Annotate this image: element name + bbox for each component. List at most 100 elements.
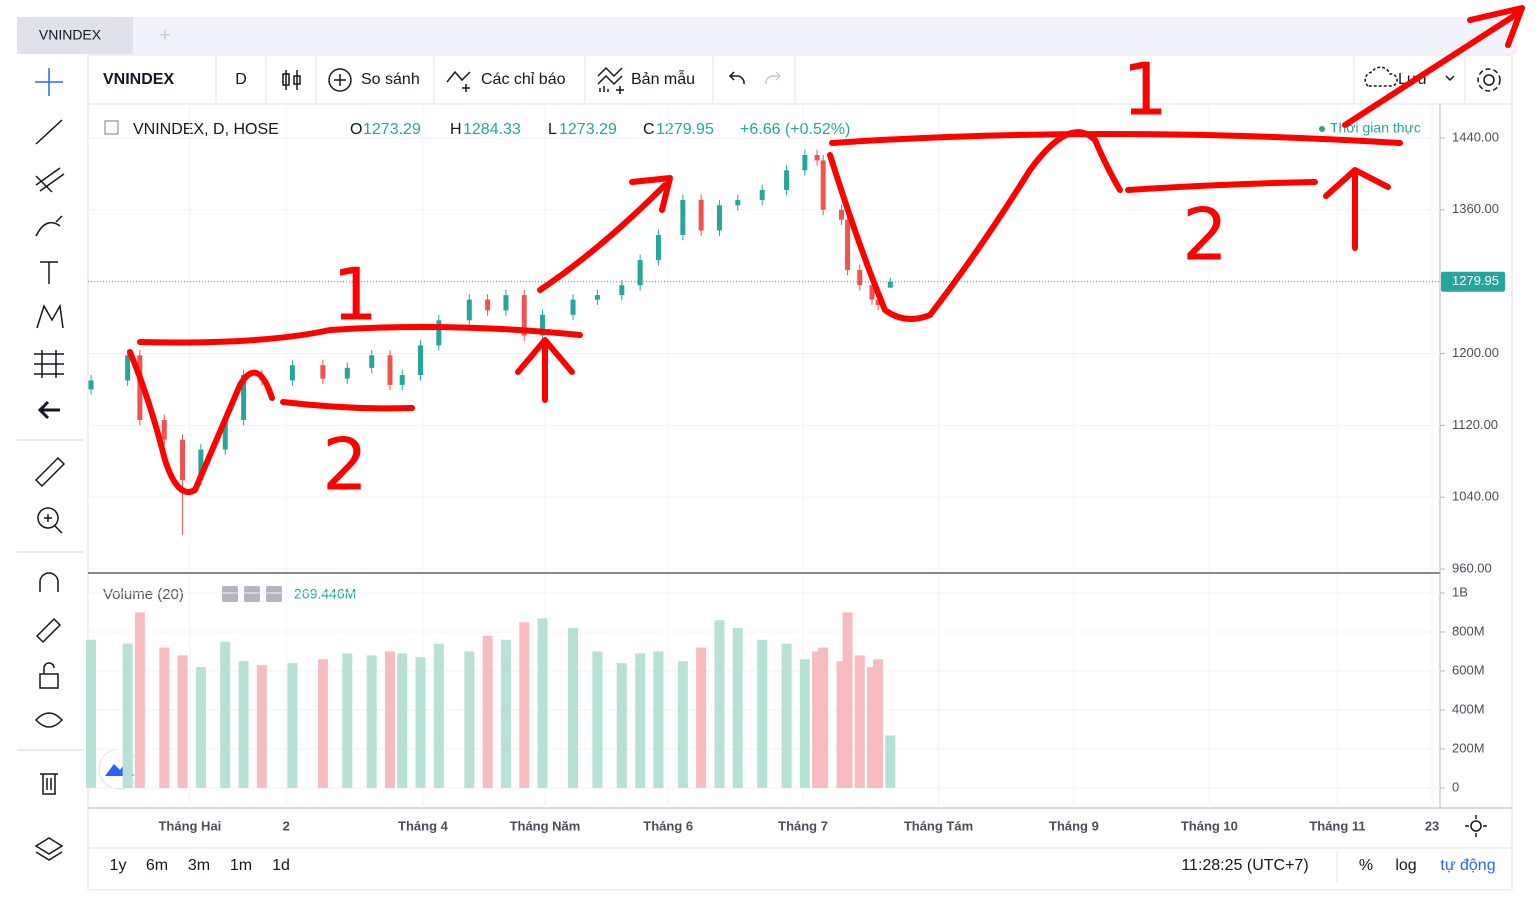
- candle-body: [716, 205, 722, 231]
- templates[interactable]: Bản mẫu: [631, 69, 695, 88]
- candle-body: [594, 295, 600, 300]
- clock: 11:28:25 (UTC+7): [1181, 857, 1308, 874]
- visibility-tool[interactable]: [34, 712, 64, 728]
- y-tick-label: 200M: [1452, 740, 1485, 755]
- new-tab[interactable]: +: [159, 24, 171, 46]
- y-tick-label: 960.00: [1452, 560, 1492, 575]
- range[interactable]: 6m: [146, 857, 168, 874]
- ohlc-value: 1284.33: [463, 121, 521, 138]
- text-tool[interactable]: [40, 261, 58, 284]
- volume-bar: [568, 628, 579, 788]
- x-tick-label: 2: [283, 818, 290, 833]
- legend-title[interactable]: VNINDEX, D, HOSE: [133, 121, 279, 138]
- candle-body: [485, 299, 491, 311]
- x-tick-label: Tháng 10: [1181, 818, 1238, 833]
- volume-title[interactable]: Volume (20): [103, 586, 184, 603]
- candle-body: [680, 199, 686, 235]
- volume-bar: [696, 647, 707, 788]
- compare[interactable]: So sánh: [361, 71, 420, 88]
- brush-tool[interactable]: [35, 215, 63, 237]
- volume-bar: [653, 651, 664, 788]
- magnet-tool[interactable]: [39, 572, 59, 592]
- compare-icon[interactable]: [328, 68, 352, 92]
- volume-bar: [256, 665, 267, 788]
- range[interactable]: 1y: [110, 857, 127, 874]
- candle-body: [137, 355, 143, 420]
- candle-icon[interactable]: [282, 70, 301, 90]
- save-menu[interactable]: [1445, 75, 1455, 82]
- candle-body: [820, 160, 826, 210]
- volume-bar: [482, 635, 493, 788]
- x-tick-label: 23: [1425, 818, 1439, 833]
- volume-bar: [177, 655, 188, 788]
- templates-icon[interactable]: [597, 66, 624, 94]
- volume-bar: [635, 653, 646, 788]
- tab-label[interactable]: VNINDEX: [39, 27, 102, 43]
- volume-bar: [519, 622, 530, 788]
- redo-icon[interactable]: [765, 71, 782, 85]
- range[interactable]: 1m: [230, 857, 252, 874]
- candle-body: [802, 155, 808, 171]
- realtime-dot: [1319, 126, 1325, 132]
- symbol[interactable]: VNINDEX: [103, 71, 174, 88]
- volume-bar: [366, 655, 377, 788]
- line-tool[interactable]: [35, 119, 63, 145]
- candle-body: [845, 219, 851, 270]
- volume-controls[interactable]: [222, 586, 282, 602]
- candle-body: [418, 345, 424, 376]
- volume-bar: [195, 667, 206, 788]
- candle-body: [759, 190, 765, 200]
- cloud-icon[interactable]: [1364, 66, 1398, 87]
- volume-bar: [537, 618, 548, 788]
- ohlc-prefix: L: [548, 121, 557, 138]
- collapse-icon[interactable]: [104, 120, 119, 135]
- back-tool[interactable]: [37, 400, 60, 420]
- zoom-tool[interactable]: [37, 507, 63, 534]
- volume-bar: [854, 655, 865, 788]
- ruler-tool[interactable]: [34, 456, 66, 488]
- candle-body: [521, 295, 527, 336]
- scale-option[interactable]: %: [1359, 857, 1373, 874]
- change: +6.66 (+0.52%): [740, 121, 850, 138]
- layers-tool[interactable]: [34, 837, 64, 861]
- volume-bar: [757, 639, 768, 788]
- candle-body: [222, 419, 228, 450]
- candle-body: [637, 260, 643, 286]
- settings-icon[interactable]: [1477, 68, 1501, 92]
- undo-icon[interactable]: [728, 71, 745, 85]
- candle-body: [198, 449, 204, 481]
- delete-tool[interactable]: [40, 773, 58, 795]
- scale-option[interactable]: tự động: [1440, 857, 1495, 874]
- lock-drawing-tool[interactable]: [35, 617, 62, 644]
- volume-bar: [812, 651, 823, 788]
- volume-bar: [238, 661, 249, 788]
- interval[interactable]: D: [235, 71, 247, 88]
- candle-body: [814, 155, 820, 161]
- ohlc-value: 1279.95: [656, 121, 714, 138]
- volume-bar: [592, 651, 603, 788]
- fib-tool[interactable]: [35, 167, 65, 193]
- indicators[interactable]: Các chỉ báo: [481, 71, 566, 88]
- crosshair-tool[interactable]: [35, 68, 63, 96]
- range[interactable]: 3m: [188, 857, 210, 874]
- scale-option[interactable]: log: [1395, 857, 1416, 874]
- unlock-tool[interactable]: [39, 662, 59, 689]
- annotation-label: 2: [1182, 193, 1228, 277]
- annotation-arrow: [537, 175, 673, 293]
- indicators-icon[interactable]: [446, 70, 471, 92]
- candle-body: [619, 285, 625, 296]
- volume-bar: [866, 667, 877, 788]
- volume-bar: [287, 663, 298, 788]
- time-axis-settings[interactable]: [1465, 815, 1487, 837]
- range[interactable]: 1d: [272, 857, 290, 874]
- pattern-tool[interactable]: [36, 303, 64, 329]
- volume-bar: [385, 651, 396, 788]
- candle-body: [387, 355, 393, 385]
- prediction-tool[interactable]: [34, 350, 64, 378]
- volume-bar: [799, 659, 810, 788]
- volume-bar: [885, 735, 896, 788]
- annotations: 1 2 1 2: [127, 5, 1525, 507]
- tab[interactable]: [17, 17, 133, 54]
